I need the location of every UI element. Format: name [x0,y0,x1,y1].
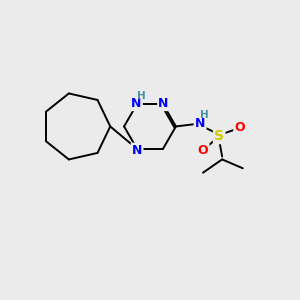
Text: N: N [195,117,205,130]
Text: H: H [137,91,146,101]
Text: N: N [132,144,142,157]
Text: O: O [198,144,208,157]
Text: O: O [235,121,245,134]
Text: N: N [158,97,169,110]
Text: H: H [200,110,209,120]
Text: N: N [131,97,142,110]
Text: S: S [214,129,224,143]
